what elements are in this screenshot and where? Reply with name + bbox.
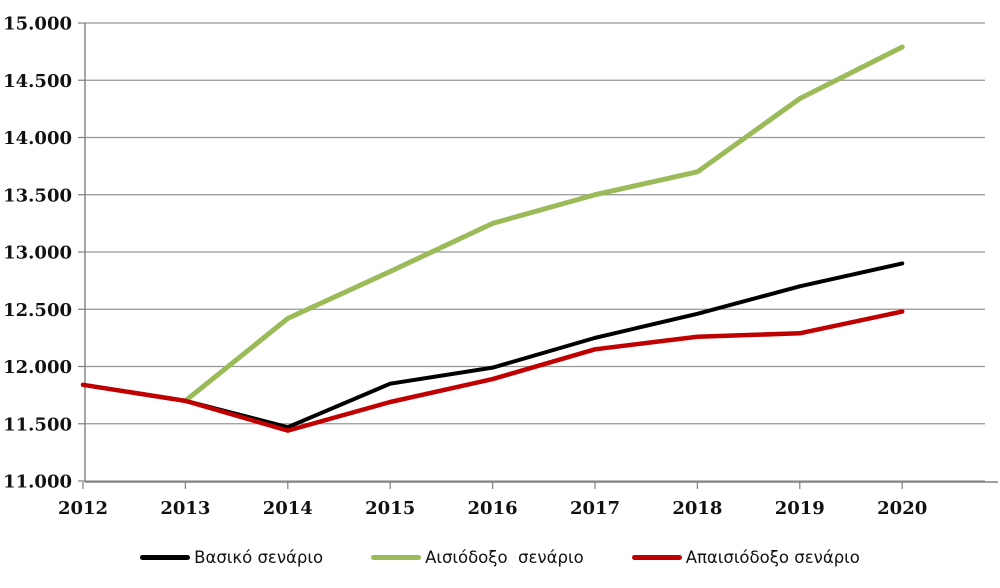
chart-legend: Βασικό σενάριο Αισιόδοξο σενάριο Απαισιόδο… bbox=[0, 548, 1000, 567]
y-axis-label: 13.000 bbox=[3, 243, 72, 264]
legend-item: Απαισιόδοξο σενάριο bbox=[631, 548, 860, 567]
legend-line-sample bbox=[140, 555, 191, 560]
y-axis-label: 11.000 bbox=[3, 472, 72, 493]
y-axis-label: 11.500 bbox=[3, 414, 72, 435]
series-line bbox=[81, 261, 905, 430]
y-axis-label: 15.000 bbox=[3, 14, 72, 35]
x-axis-label: 2018 bbox=[672, 498, 722, 519]
series-line bbox=[182, 44, 905, 404]
x-axis-label: 2017 bbox=[570, 498, 620, 519]
legend-line-sample bbox=[631, 555, 682, 560]
legend-item: Αισιόδοξο σενάριο bbox=[371, 548, 584, 567]
y-axis-label: 14.500 bbox=[3, 71, 72, 92]
y-axis-label: 12.000 bbox=[3, 357, 72, 378]
y-axis-label: 14.000 bbox=[3, 128, 72, 149]
x-axis-label: 2012 bbox=[58, 498, 108, 519]
x-axis-label: 2013 bbox=[160, 498, 210, 519]
legend-line-sample bbox=[371, 555, 422, 560]
series-line bbox=[80, 309, 905, 433]
legend-item: Βασικό σενάριο bbox=[140, 548, 323, 567]
legend-label: Αισιόδοξο σενάριο bbox=[425, 548, 584, 567]
legend-label: Απαισιόδοξο σενάριο bbox=[685, 548, 860, 567]
y-axis-label: 13.500 bbox=[3, 185, 72, 206]
y-axis-label: 12.500 bbox=[3, 300, 72, 321]
legend-label: Βασικό σενάριο bbox=[194, 548, 324, 567]
x-axis-label: 2020 bbox=[877, 498, 927, 519]
x-axis-label: 2015 bbox=[365, 498, 415, 519]
x-axis-label: 2016 bbox=[468, 498, 518, 519]
x-axis-label: 2019 bbox=[775, 498, 825, 519]
plot-area: 11.000 11.500 12.000 12.500 13.000 13.500 14.0… bbox=[3, 14, 998, 519]
x-axis-label: 2014 bbox=[263, 498, 313, 519]
